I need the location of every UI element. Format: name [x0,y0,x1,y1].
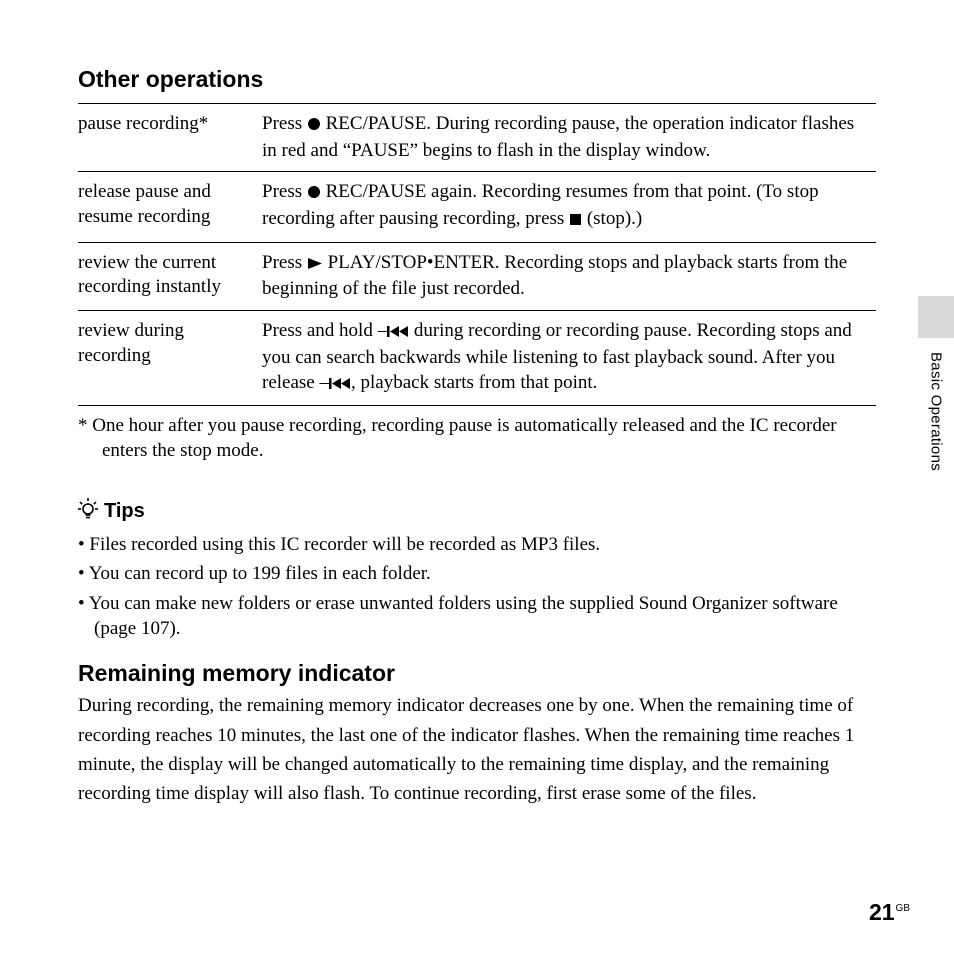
play-icon [307,253,323,278]
tips-list: Files recorded using this IC recorder wi… [78,532,876,643]
operation-name: review the current recording instantly [78,242,262,310]
page-number-suffix: GB [896,903,910,914]
rewind-icon [329,373,351,398]
desc-text: Press [262,113,307,134]
operation-name: pause recording* [78,104,262,172]
manual-page: Other operations pause recording* Press … [0,0,954,954]
tips-heading: Tips [78,498,876,526]
rewind-icon [387,321,409,346]
operations-table: pause recording* Press REC/PAUSE. During… [78,103,876,406]
page-number: 21GB [869,899,910,926]
operation-description: Press REC/PAUSE again. Recording resumes… [262,172,876,242]
record-icon [307,114,321,139]
desc-text: , playback starts from that point. [351,372,597,393]
desc-text: REC/PAUSE. During recording pause, the o… [262,113,854,161]
table-row: review the current recording instantly P… [78,242,876,310]
operation-name: review during recording [78,311,262,406]
operation-description: Press REC/PAUSE. During recording pause,… [262,104,876,172]
tips-label: Tips [104,500,145,523]
stop-icon [569,209,582,234]
section-tab: Basic Operations [918,296,954,471]
list-item: You can make new folders or erase unwant… [78,591,876,642]
footnote: * One hour after you pause recording, re… [78,414,876,463]
list-item: You can record up to 199 files in each f… [78,561,876,587]
desc-text: Press [262,252,307,273]
other-operations-heading: Other operations [78,66,876,93]
desc-text: Press [262,181,307,202]
memory-heading: Remaining memory indicator [78,660,876,687]
record-icon [307,182,321,207]
desc-text: REC/PAUSE again. Recording resumes from … [262,181,819,229]
table-row: pause recording* Press REC/PAUSE. During… [78,104,876,172]
lightbulb-icon [78,498,98,526]
memory-body: During recording, the remaining memory i… [78,691,876,809]
operation-description: Press and hold – during recording or rec… [262,311,876,406]
list-item: Files recorded using this IC recorder wi… [78,532,876,558]
operation-description: Press PLAY/STOP•ENTER. Recording stops a… [262,242,876,310]
table-row: release pause and resume recording Press… [78,172,876,242]
page-number-value: 21 [869,899,895,925]
desc-text: (stop).) [582,208,642,229]
operation-name: release pause and resume recording [78,172,262,242]
table-row: review during recording Press and hold –… [78,311,876,406]
tab-label: Basic Operations [928,352,945,471]
desc-text: PLAY/STOP•ENTER. Recording stops and pla… [262,252,847,300]
tab-marker [918,296,954,338]
desc-text: Press and hold – [262,320,387,341]
